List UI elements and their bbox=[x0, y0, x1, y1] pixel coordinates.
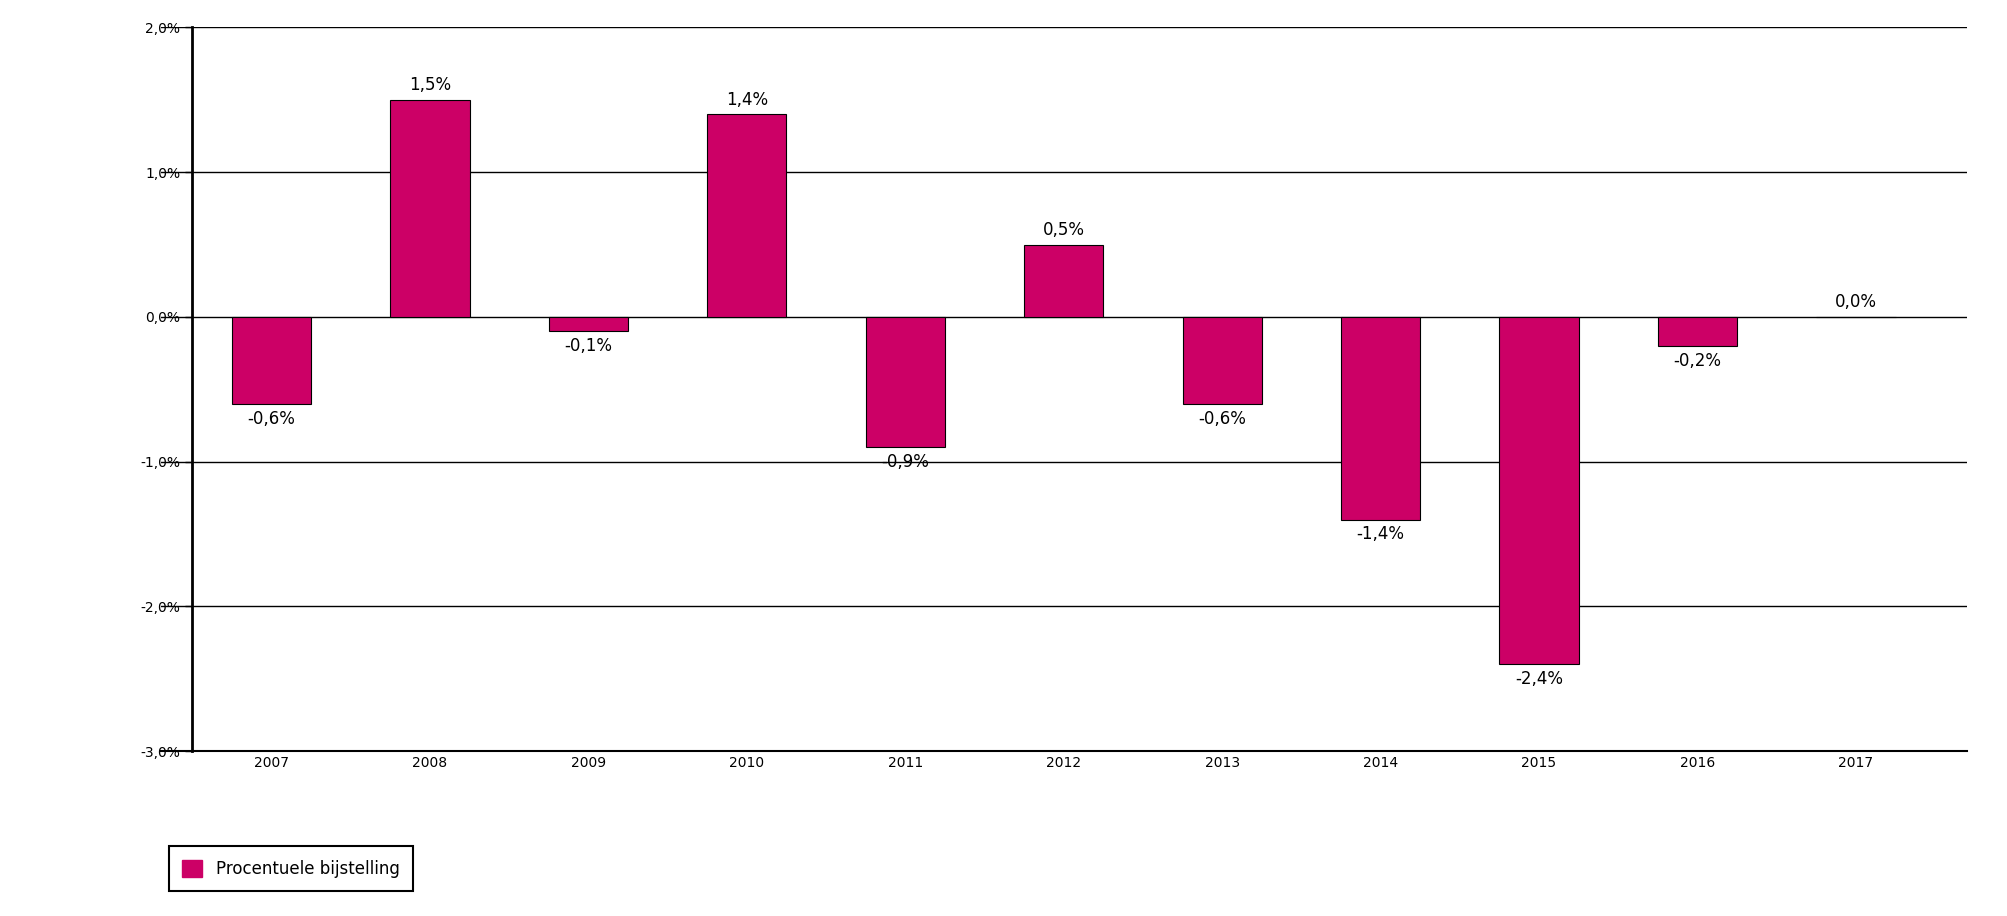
Bar bbox=[1024, 245, 1104, 317]
Text: -1,4%: -1,4% bbox=[1357, 526, 1405, 543]
Text: 0,0%: 0,0% bbox=[1834, 293, 1877, 311]
Bar bbox=[389, 100, 470, 317]
Text: -0,2%: -0,2% bbox=[1674, 352, 1722, 370]
Text: -0,6%: -0,6% bbox=[1198, 409, 1246, 428]
Bar bbox=[233, 317, 311, 404]
Text: -0,9%: -0,9% bbox=[881, 453, 929, 471]
Text: -0,6%: -0,6% bbox=[247, 409, 295, 428]
Bar bbox=[1499, 317, 1580, 664]
Legend: Procentuele bijstelling: Procentuele bijstelling bbox=[169, 846, 413, 891]
Text: 1,4%: 1,4% bbox=[727, 91, 769, 108]
Bar bbox=[1182, 317, 1262, 404]
Text: -2,4%: -2,4% bbox=[1515, 671, 1563, 688]
Bar bbox=[1341, 317, 1421, 519]
Bar bbox=[706, 114, 787, 317]
Text: 1,5%: 1,5% bbox=[409, 76, 452, 94]
Bar bbox=[865, 317, 945, 447]
Text: -0,1%: -0,1% bbox=[564, 337, 612, 355]
Bar bbox=[1658, 317, 1738, 346]
Text: 0,5%: 0,5% bbox=[1044, 221, 1084, 239]
Bar bbox=[548, 317, 628, 332]
